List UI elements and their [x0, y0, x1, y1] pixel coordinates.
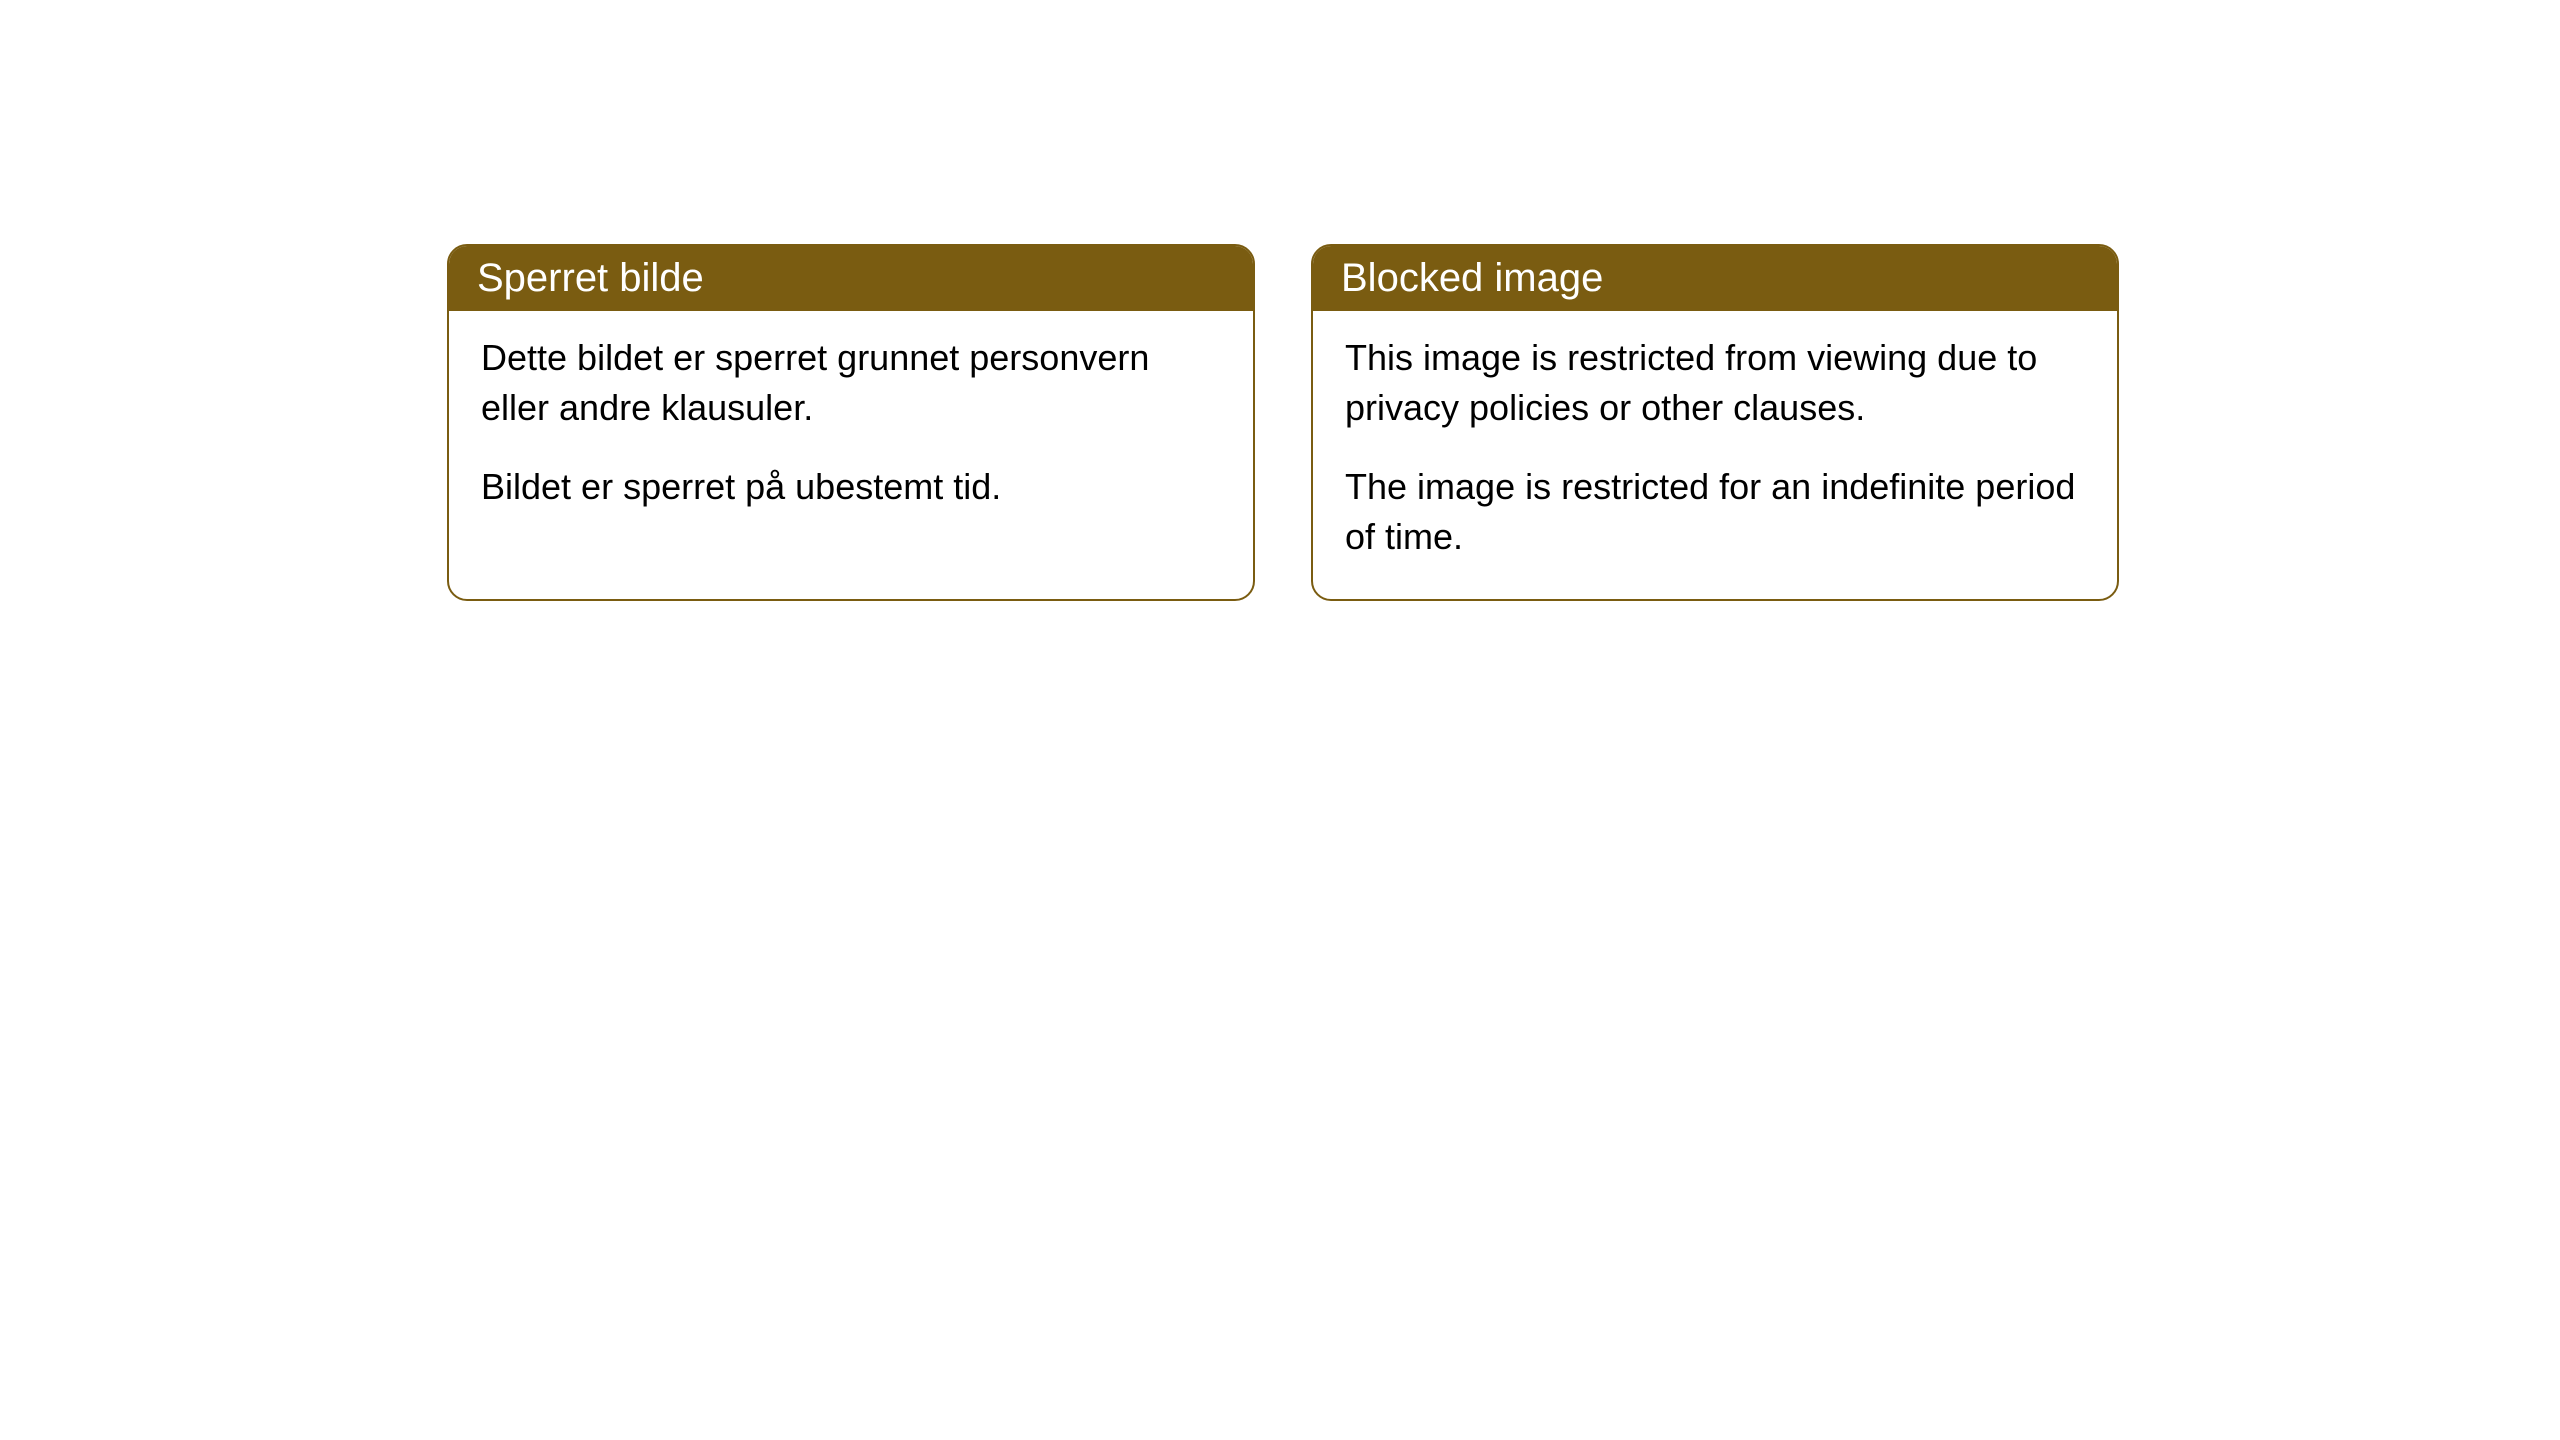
card-text-1: Dette bildet er sperret grunnet personve…: [481, 333, 1221, 434]
blocked-image-card-norwegian: Sperret bilde Dette bildet er sperret gr…: [447, 244, 1255, 601]
card-header-english: Blocked image: [1313, 246, 2117, 311]
card-header-norwegian: Sperret bilde: [449, 246, 1253, 311]
card-title: Sperret bilde: [477, 256, 704, 300]
card-body-norwegian: Dette bildet er sperret grunnet personve…: [449, 311, 1253, 548]
card-text-2: Bildet er sperret på ubestemt tid.: [481, 462, 1221, 512]
notice-container: Sperret bilde Dette bildet er sperret gr…: [0, 0, 2560, 601]
blocked-image-card-english: Blocked image This image is restricted f…: [1311, 244, 2119, 601]
card-title: Blocked image: [1341, 256, 1603, 300]
card-text-2: The image is restricted for an indefinit…: [1345, 462, 2085, 563]
card-body-english: This image is restricted from viewing du…: [1313, 311, 2117, 599]
card-text-1: This image is restricted from viewing du…: [1345, 333, 2085, 434]
